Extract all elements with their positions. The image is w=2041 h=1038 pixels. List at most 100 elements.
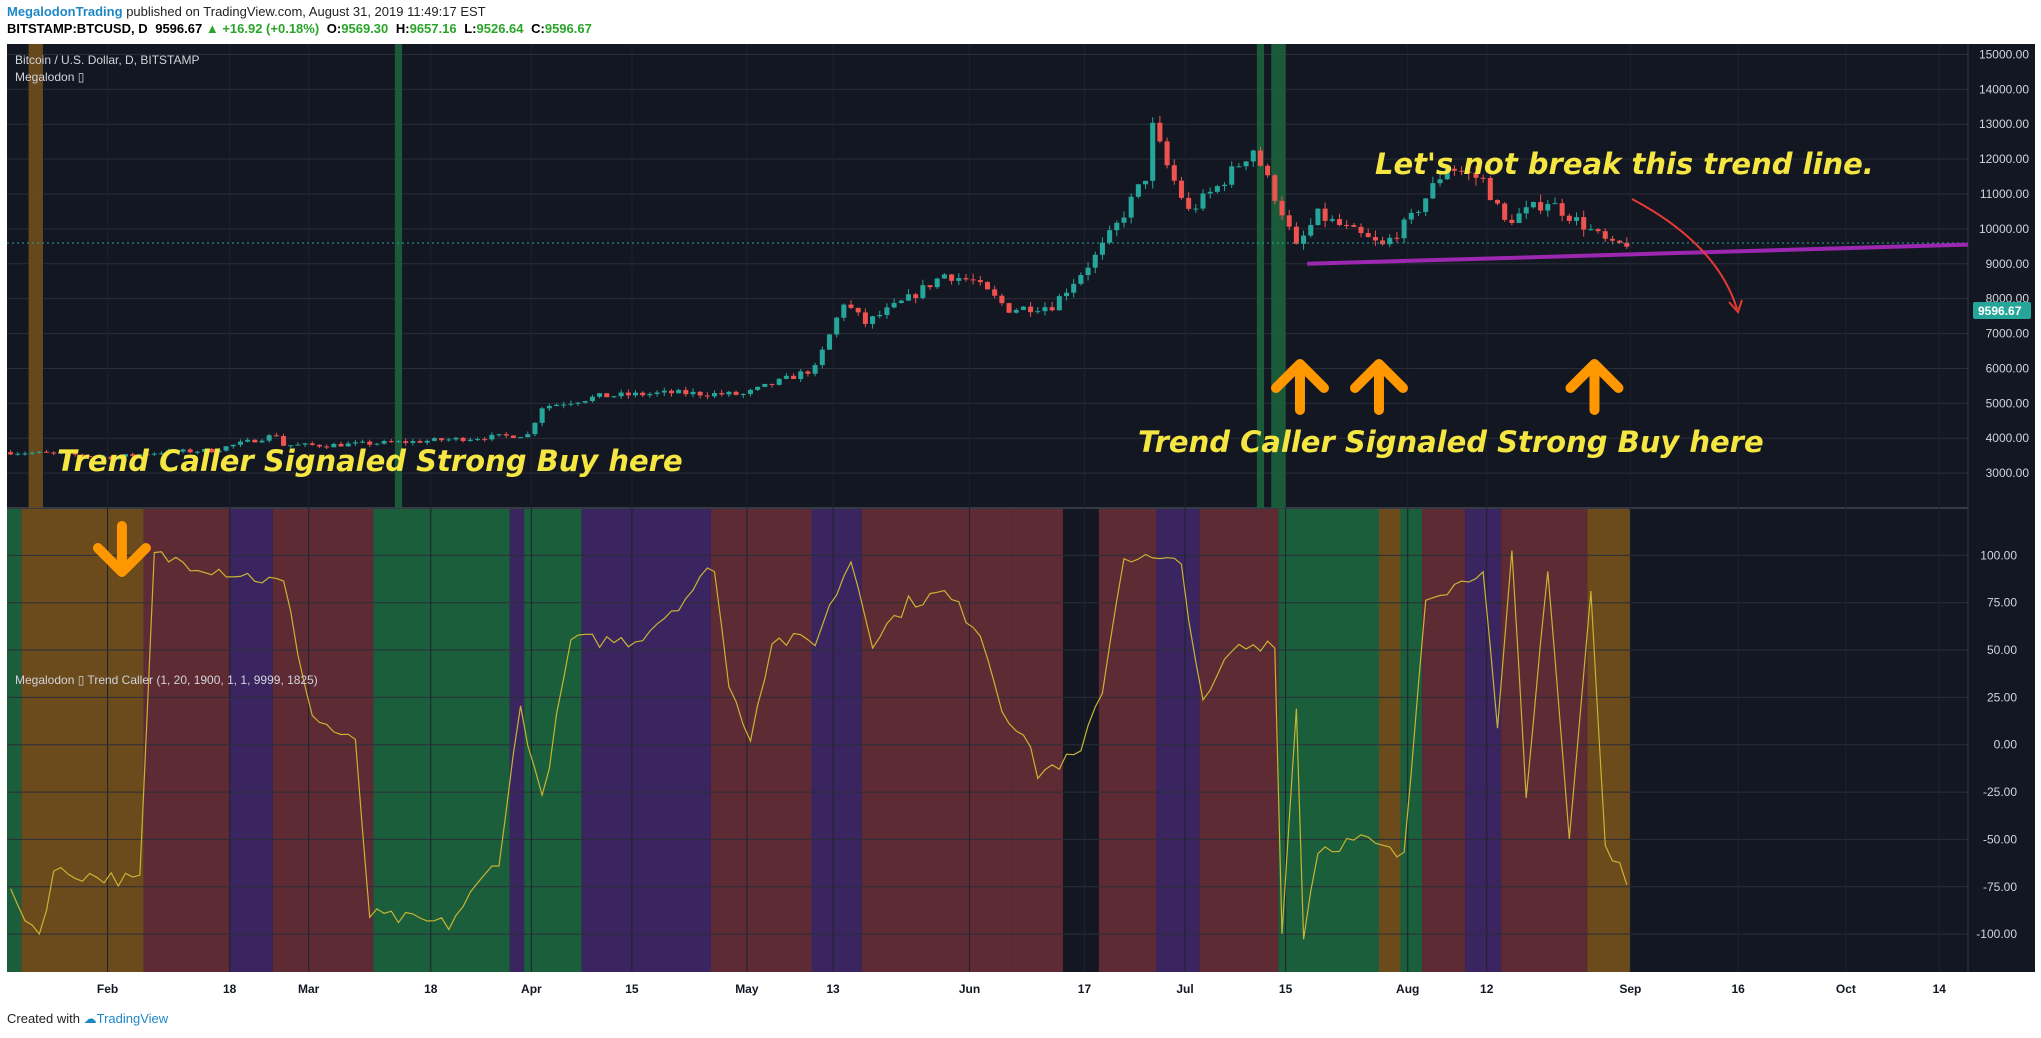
candle-up bbox=[1193, 208, 1199, 210]
candle-up bbox=[360, 441, 366, 443]
candle-down bbox=[963, 278, 969, 280]
candle-down bbox=[144, 454, 150, 456]
candle-up bbox=[582, 401, 588, 403]
candle-down bbox=[862, 312, 868, 324]
candle-up bbox=[826, 334, 832, 350]
candle-down bbox=[704, 395, 710, 397]
oscillator-tick-label: 50.00 bbox=[1987, 643, 2017, 657]
chart-canvas[interactable]: 15000.00 14000.00 13000.00 12000.00 11000.00… bbox=[7, 44, 2035, 1005]
candle-up bbox=[884, 307, 890, 315]
open-label: O: bbox=[326, 21, 342, 36]
candle-up bbox=[259, 440, 265, 443]
candle-down bbox=[1171, 165, 1177, 181]
candle-down bbox=[87, 455, 93, 457]
candle-down bbox=[309, 443, 315, 445]
candle-up bbox=[194, 451, 200, 453]
time-tick-label: 15 bbox=[625, 982, 639, 996]
candle-down bbox=[482, 439, 488, 441]
candle-up bbox=[647, 393, 653, 396]
candle-up bbox=[431, 438, 437, 441]
price-pane-title: Bitcoin / U.S. Dollar, D, BITSTAMP bbox=[15, 53, 200, 67]
oscillator-series bbox=[10, 550, 1628, 940]
candle-up bbox=[1085, 267, 1091, 276]
candle-up bbox=[331, 443, 337, 448]
candle-up bbox=[891, 302, 897, 308]
candle-down bbox=[281, 436, 287, 446]
candle-up bbox=[158, 453, 164, 455]
candle-up bbox=[747, 389, 753, 395]
candle-up bbox=[597, 393, 603, 397]
candle-up bbox=[22, 453, 28, 455]
signal-band-green bbox=[1256, 44, 1265, 508]
time-tick-label: Feb bbox=[97, 982, 118, 996]
candle-down bbox=[1581, 217, 1587, 230]
time-tick-label: 15 bbox=[1279, 982, 1293, 996]
candle-down bbox=[640, 392, 646, 396]
buy-arrow-up-icon bbox=[1349, 359, 1408, 393]
candle-down bbox=[1372, 237, 1378, 241]
candle-up bbox=[1545, 203, 1551, 211]
candle-down bbox=[733, 391, 739, 395]
candle-up bbox=[266, 435, 272, 441]
candle-up bbox=[934, 278, 940, 288]
candle-up bbox=[539, 408, 545, 423]
tradingview-link[interactable]: TradingView bbox=[96, 1011, 169, 1026]
candle-down bbox=[697, 391, 703, 396]
candle-up bbox=[381, 441, 387, 444]
oscillator-tick-label: 75.00 bbox=[1987, 596, 2017, 610]
price-tick-label: 5000.00 bbox=[1986, 396, 2030, 410]
price-tick-label: 6000.00 bbox=[1986, 361, 2030, 375]
oscillator-pane-title: Megalodon ▯ Trend Caller (1, 20, 1900, 1… bbox=[15, 673, 318, 687]
candlestick-series bbox=[7, 115, 1969, 461]
candle-up bbox=[1128, 196, 1134, 218]
candle-up bbox=[1035, 311, 1041, 313]
time-tick-label: Sep bbox=[1619, 982, 1641, 996]
candle-up bbox=[245, 439, 251, 442]
candle-up bbox=[1530, 202, 1536, 208]
candle-up bbox=[1329, 219, 1335, 221]
candle-up bbox=[618, 392, 624, 397]
candle-up bbox=[237, 441, 243, 445]
candle-up bbox=[1135, 184, 1141, 197]
publish-info: MegalodonTrading published on TradingVie… bbox=[7, 4, 486, 19]
candle-down bbox=[1351, 225, 1357, 227]
candle-up bbox=[1574, 217, 1580, 221]
oscillator-zone-red bbox=[1199, 508, 1279, 972]
candle-up bbox=[819, 349, 825, 366]
candle-up bbox=[870, 316, 876, 324]
signal-band-green bbox=[394, 44, 403, 508]
oscillator-zone-red bbox=[143, 508, 230, 972]
candle-down bbox=[65, 452, 71, 454]
candle-down bbox=[439, 438, 445, 441]
candle-down bbox=[43, 451, 50, 453]
candle-down bbox=[970, 279, 976, 281]
created-with-text: Created with bbox=[7, 1011, 80, 1026]
oscillator-zone-purple bbox=[811, 508, 862, 972]
author-link[interactable]: MegalodonTrading bbox=[7, 4, 123, 19]
time-tick-label: 18 bbox=[424, 982, 438, 996]
candle-down bbox=[769, 383, 775, 385]
candle-up bbox=[474, 439, 481, 441]
candle-down bbox=[72, 452, 78, 455]
time-tick-label: 16 bbox=[1731, 982, 1745, 996]
oscillator-zone-orange bbox=[1587, 508, 1631, 972]
price-scale[interactable] bbox=[1968, 44, 2035, 972]
close-label: C: bbox=[531, 21, 545, 36]
candle-down bbox=[1624, 242, 1630, 247]
candle-up bbox=[1308, 225, 1314, 236]
time-scale[interactable] bbox=[7, 972, 2035, 1005]
candle-down bbox=[1487, 177, 1493, 201]
last-price: 9596.67 bbox=[155, 21, 203, 36]
buy-arrow-down-icon bbox=[92, 543, 151, 577]
candle-up bbox=[1214, 186, 1220, 192]
candle-down bbox=[1595, 229, 1601, 232]
footer: Created with ☁TradingView bbox=[7, 1011, 168, 1027]
red-pointer-arrowhead bbox=[1728, 299, 1743, 314]
candle-up bbox=[446, 439, 452, 441]
candle-up bbox=[115, 456, 121, 460]
price-tick-label: 13000.00 bbox=[1979, 117, 2029, 131]
candle-down bbox=[1566, 215, 1572, 221]
candle-down bbox=[977, 280, 983, 283]
candle-up bbox=[216, 450, 222, 453]
oscillator-tick-label: 0.00 bbox=[1994, 738, 2018, 752]
